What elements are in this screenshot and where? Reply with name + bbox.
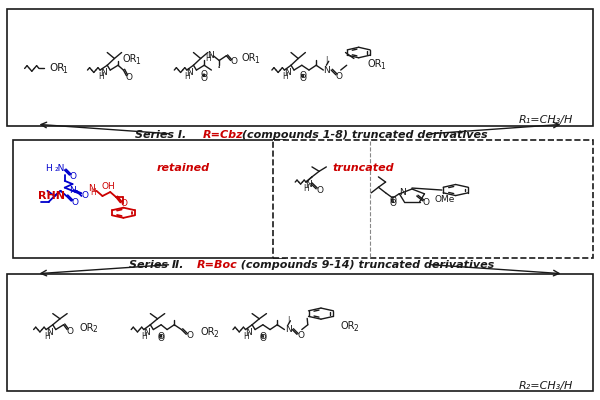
Text: O: O: [422, 198, 429, 207]
Text: 1: 1: [254, 56, 259, 65]
Text: (compounds 9-14) truncated derivatives: (compounds 9-14) truncated derivatives: [233, 260, 494, 270]
Text: O: O: [299, 71, 307, 80]
Text: OR: OR: [50, 64, 65, 74]
Text: 1: 1: [62, 66, 67, 75]
Text: H: H: [303, 184, 309, 193]
Text: R₂=CH₃/H: R₂=CH₃/H: [518, 381, 573, 391]
Text: O: O: [187, 332, 193, 340]
Text: O: O: [125, 73, 132, 82]
Text: N: N: [400, 188, 406, 196]
Text: O: O: [201, 74, 208, 82]
Text: O: O: [297, 332, 304, 340]
Text: RHN: RHN: [38, 191, 65, 201]
Text: OR: OR: [367, 60, 382, 70]
Text: H: H: [243, 332, 249, 341]
Text: O: O: [81, 191, 88, 200]
Text: H: H: [142, 332, 147, 341]
Text: O: O: [71, 198, 79, 207]
Bar: [7, 9, 593, 126]
Text: OMe: OMe: [434, 196, 454, 204]
Text: 2: 2: [213, 330, 218, 339]
Text: N: N: [245, 328, 252, 337]
Text: O: O: [121, 200, 128, 208]
Text: 1: 1: [380, 62, 385, 71]
Text: N: N: [284, 325, 292, 334]
Text: O: O: [299, 74, 307, 83]
Text: Series Ⅰ.: Series Ⅰ.: [136, 130, 191, 140]
Text: N: N: [46, 328, 53, 337]
Text: N: N: [143, 328, 150, 337]
Text: O: O: [158, 334, 164, 343]
Bar: [273, 140, 593, 258]
Text: H: H: [205, 54, 211, 63]
Text: OR: OR: [123, 54, 137, 64]
Text: O: O: [389, 196, 396, 205]
Text: O: O: [230, 57, 237, 66]
Text: N: N: [323, 66, 330, 74]
Text: N: N: [100, 68, 107, 77]
Text: N: N: [69, 186, 76, 195]
Text: OR: OR: [200, 327, 215, 337]
Text: 2: 2: [92, 326, 97, 334]
Text: O: O: [201, 70, 208, 79]
Text: 2: 2: [353, 324, 358, 333]
Text: H: H: [282, 72, 288, 81]
Text: N: N: [305, 180, 312, 189]
Text: ·: ·: [217, 61, 221, 75]
Text: 1: 1: [136, 57, 140, 66]
Text: ₂N: ₂N: [55, 164, 65, 174]
Bar: [13, 140, 285, 258]
Text: H: H: [45, 164, 52, 174]
Text: O: O: [158, 332, 164, 340]
Text: OR: OR: [341, 320, 355, 330]
Text: O: O: [317, 186, 324, 194]
Text: |: |: [325, 56, 328, 63]
Text: R=Boc: R=Boc: [197, 260, 238, 270]
Text: OR: OR: [242, 53, 256, 63]
Text: N: N: [207, 51, 214, 60]
Text: R=Cbz: R=Cbz: [203, 130, 244, 140]
Text: H: H: [44, 332, 50, 341]
Text: Series Ⅱ.: Series Ⅱ.: [130, 260, 188, 270]
Bar: [7, 274, 593, 391]
Text: H: H: [185, 72, 190, 81]
Text: retained: retained: [157, 163, 210, 173]
Text: O: O: [259, 332, 266, 340]
Text: O: O: [67, 327, 74, 336]
Text: O: O: [69, 172, 76, 181]
Text: H: H: [91, 188, 97, 196]
Text: OH: OH: [101, 182, 115, 190]
Text: H: H: [98, 72, 104, 81]
Text: O: O: [335, 72, 343, 81]
Text: N: N: [187, 68, 193, 77]
Text: O: O: [389, 200, 396, 208]
Text: (compounds 1-8) truncated derivatives: (compounds 1-8) truncated derivatives: [238, 130, 488, 140]
Text: OR: OR: [80, 322, 94, 332]
Text: O: O: [259, 334, 266, 343]
Text: |: |: [287, 316, 289, 323]
Text: R₁=CH₃/H: R₁=CH₃/H: [518, 115, 573, 125]
Text: truncated: truncated: [332, 163, 394, 173]
Text: N: N: [284, 68, 291, 77]
Text: N: N: [88, 184, 95, 193]
